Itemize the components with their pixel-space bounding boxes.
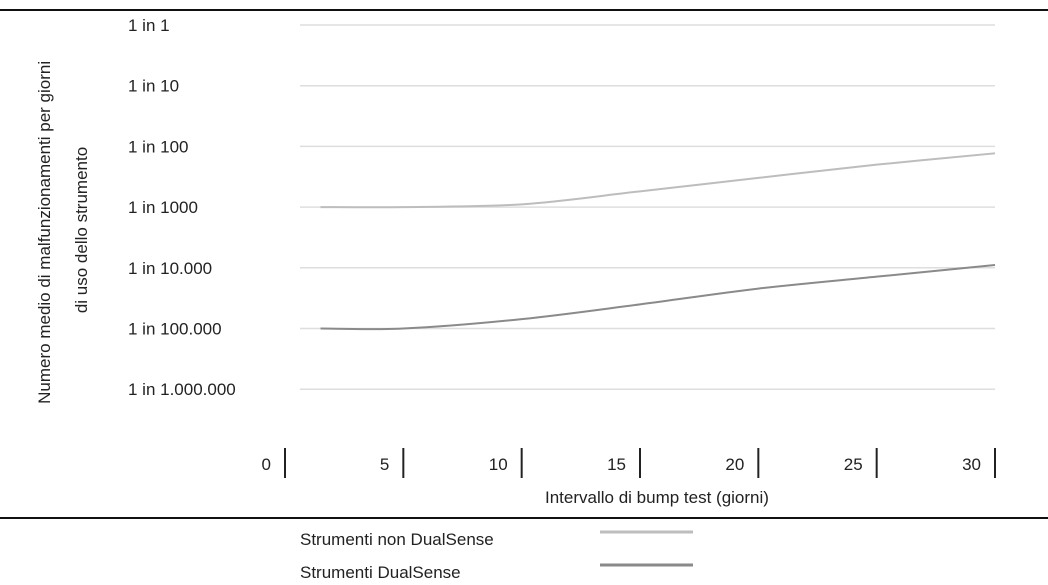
y-tick-label: 1 in 10 — [128, 77, 179, 96]
y-axis-label-line-2: di uso dello strumento — [72, 147, 91, 313]
legend-label: Strumenti DualSense — [300, 563, 461, 582]
series-line — [320, 264, 996, 331]
y-tick-label: 1 in 1.000.000 — [128, 380, 236, 399]
x-tick-labels: 0 5 10 15 20 25 30 — [262, 448, 996, 478]
x-tick-label: 20 — [725, 455, 744, 474]
y-tick-label: 1 in 1000 — [128, 198, 198, 217]
y-tick-label: 1 in 1 — [128, 16, 170, 35]
series-line — [320, 152, 996, 209]
x-tick-label: 10 — [489, 455, 508, 474]
x-tick-label: 30 — [962, 455, 981, 474]
y-tick-label: 1 in 100.000 — [128, 320, 222, 339]
y-tick-labels: 1 in 1 1 in 10 1 in 100 1 in 1000 1 in 10.00… — [128, 16, 236, 399]
legend-label: Strumenti non DualSense — [300, 530, 494, 549]
y-tick-label: 1 in 10.000 — [128, 259, 212, 278]
x-tick-label: 25 — [844, 455, 863, 474]
y-axis-label-line-1: Numero medio di malfunzionamenti per gio… — [35, 61, 54, 404]
series-lines — [320, 152, 996, 331]
x-tick-label: 0 — [262, 455, 271, 474]
legend: Strumenti non DualSense Strumenti DualSen… — [300, 530, 693, 582]
x-tick-label: 5 — [380, 455, 389, 474]
x-axis-label: Intervallo di bump test (giorni) — [545, 488, 769, 507]
x-tick-label: 15 — [607, 455, 626, 474]
y-tick-label: 1 in 100 — [128, 137, 189, 156]
y-axis-label: Numero medio di malfunzionamenti per gio… — [35, 56, 91, 404]
